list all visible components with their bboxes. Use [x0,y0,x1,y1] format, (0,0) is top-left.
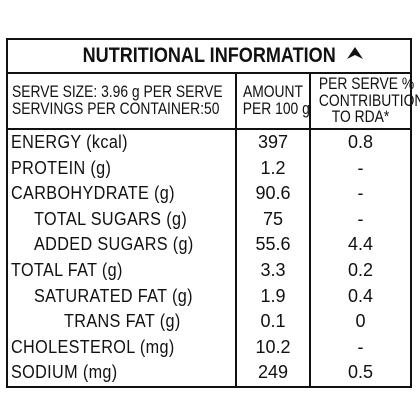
column-divider [309,74,311,386]
table-row: CHOLESTEROL (mg) 10.2 - [8,335,410,361]
nutrient-label: SATURATED FAT (g) [34,285,193,306]
nutrient-label: TOTAL FAT (g) [11,259,123,280]
rda-value: 0.2 [347,259,374,280]
nutrient-label: CARBOHYDRATE (g) [11,183,175,204]
rda-value: 0.4 [347,285,374,306]
amount-value: 55.6 [255,234,291,255]
nutrition-table: NUTRITIONAL INFORMATION SERVE SIZE: 3.96… [6,38,420,388]
amount-value: 397 [257,132,289,152]
rda-header-line1: PER SERVE % [318,75,415,93]
table-row: PROTEIN (g) 1.2 - [8,156,410,182]
nutrient-label: TOTAL SUGARS (g) [34,208,188,229]
amount-value: 10.2 [255,336,291,357]
rda-value: 4.4 [347,234,374,255]
table-row: TOTAL FAT (g) 3.3 0.2 [8,258,410,284]
rda-value: 0.8 [347,132,374,152]
table-title: NUTRITIONAL INFORMATION [82,44,336,67]
amount-value: 249 [257,362,289,383]
rda-value: 0 [355,311,366,332]
nutrient-label: TRANS FAT (g) [64,311,181,332]
column-divider [235,74,237,386]
amount-value: 1.9 [260,285,286,306]
title-row: NUTRITIONAL INFORMATION [8,40,410,74]
amount-value: 3.3 [260,259,286,280]
serve-info: SERVE SIZE: 3.96 g PER SERVE SERVINGS PE… [12,84,223,118]
table-row: CARBOHYDRATE (g) 90.6 - [8,181,410,207]
amount-value: 75 [262,208,284,229]
rda-value: - [357,183,364,204]
servings-per-container: SERVINGS PER CONTAINER:50 [12,100,220,118]
rda-value: - [357,157,364,178]
rda-header-line2: CONTRIBUTION [318,91,420,110]
amount-value: 1.2 [260,157,286,178]
nutrient-label: PROTEIN (g) [11,157,112,178]
amount-header-line2: PER 100 g [242,100,310,118]
rda-value: - [357,208,364,229]
amount-value: 0.1 [260,311,286,332]
nutrient-label: ADDED SUGARS (g) [34,234,194,255]
rda-header: PER SERVE % CONTRIBUTION TO RDA* [318,75,420,126]
rda-value: 0.5 [347,362,374,383]
header-row: SERVE SIZE: 3.96 g PER SERVE SERVINGS PE… [8,74,420,130]
amount-value: 90.6 [255,183,291,204]
rda-header-line3: TO RDA* [331,108,390,126]
table-row: SATURATED FAT (g) 1.9 0.4 [8,284,410,310]
nutrient-label: CHOLESTEROL (mg) [11,336,175,357]
nutrient-label: SODIUM (mg) [11,362,118,383]
nutrient-label: ENERGY (kcal) [11,132,128,152]
table-row: TRANS FAT (g) 0.1 0 [8,309,410,335]
table-row: TOTAL SUGARS (g) 75 - [8,207,410,233]
rda-value: - [357,336,364,357]
table-row: ADDED SUGARS (g) 55.6 4.4 [8,232,410,258]
table-row: ENERGY (kcal) 397 0.8 [8,130,410,156]
amount-header: AMOUNT PER 100 g [242,83,310,118]
table-row: SODIUM (mg) 249 0.5 [8,360,410,386]
triangle-mark-icon [347,47,363,59]
serve-size: SERVE SIZE: 3.96 g PER SERVE [12,83,223,101]
nutrient-rows: ENERGY (kcal) 397 0.8 PROTEIN (g) 1.2 - … [8,130,410,386]
amount-header-line1: AMOUNT [242,83,304,101]
